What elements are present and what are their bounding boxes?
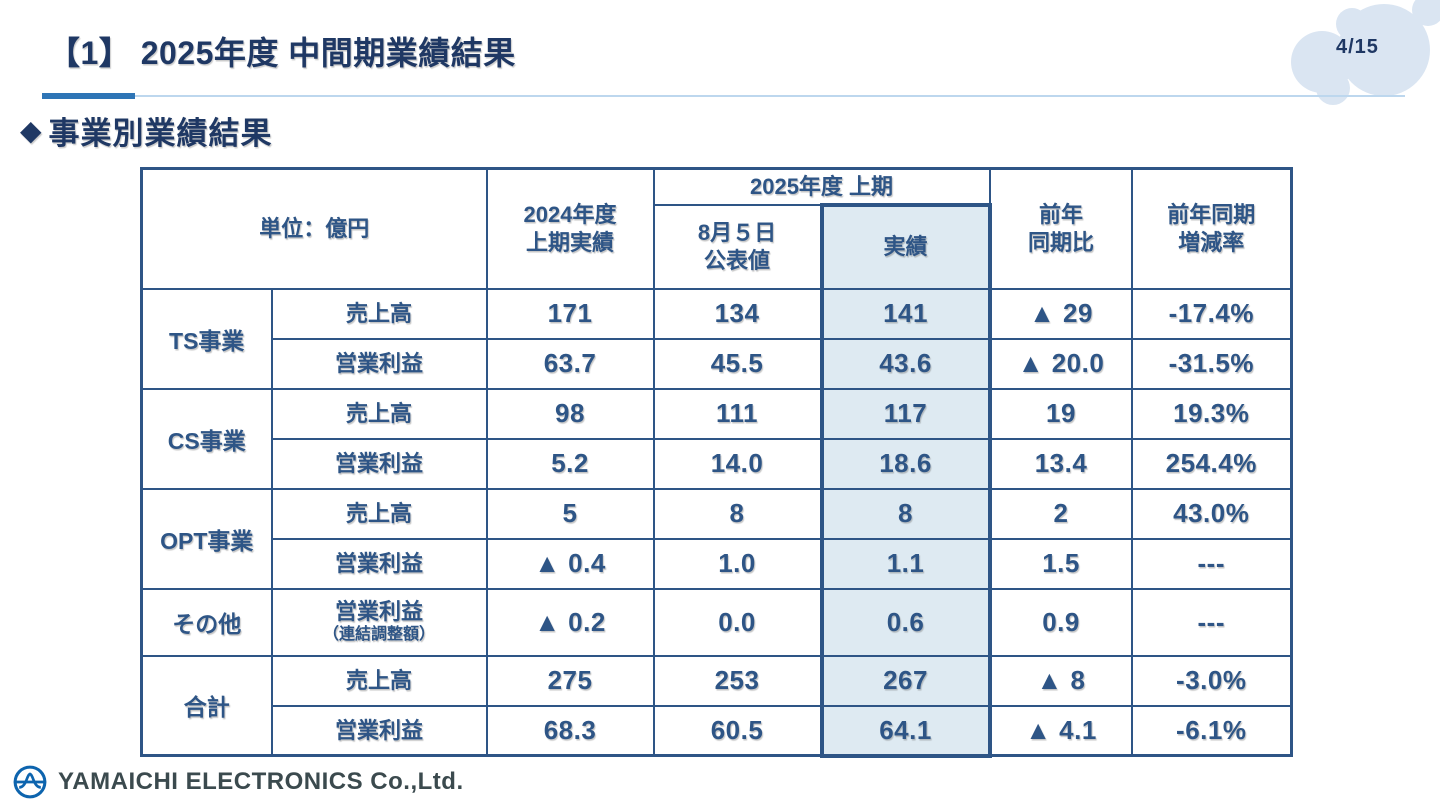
value-cell: 63.7	[485, 337, 655, 390]
value-cell: 2	[988, 487, 1133, 540]
value-cell: 68.3	[485, 704, 655, 757]
diamond-icon: ◆	[20, 115, 43, 146]
metric-label: 営業利益	[270, 537, 488, 590]
value-cell: ▲ 20.0	[988, 337, 1133, 390]
value-cell: ---	[1130, 587, 1293, 657]
value-cell: 19	[988, 387, 1133, 440]
value-cell: 253	[652, 654, 823, 707]
col-header-fy2024: 2024年度 上期実績	[485, 167, 655, 290]
value-cell: -31.5%	[1130, 337, 1293, 390]
value-cell: ▲ 4.1	[988, 704, 1133, 757]
value-cell: 13.4	[988, 437, 1133, 490]
value-cell: 171	[485, 287, 655, 340]
value-cell: 275	[485, 654, 655, 707]
col-header-announced-line1: 8月５日	[697, 220, 777, 245]
value-cell: 111	[652, 387, 823, 440]
col-header-yoy-rate: 前年同期 増減率	[1130, 167, 1293, 290]
company-logo-text: YAMAICHI ELECTRONICS Co.,Ltd.	[58, 768, 464, 795]
value-cell-actual: 141	[819, 287, 992, 340]
metric-label: 営業利益	[270, 437, 488, 490]
value-cell: 8	[652, 487, 823, 540]
metric-label: 営業利益	[270, 704, 488, 757]
value-cell: 5.2	[485, 437, 655, 490]
value-cell: ▲ 0.2	[485, 587, 655, 657]
col-header-yoy-diff: 前年 同期比	[988, 167, 1133, 290]
metric-label-main: 営業利益	[335, 599, 424, 625]
col-header-fy2025-group: 2025年度 上期	[652, 167, 991, 206]
segment-label-cs: CS事業	[140, 387, 273, 490]
value-cell: -17.4%	[1130, 287, 1293, 340]
metric-label: 営業利益	[270, 337, 488, 390]
value-cell: 19.3%	[1130, 387, 1293, 440]
value-cell-actual: 267	[819, 654, 992, 707]
segment-label-other: その他	[140, 587, 273, 657]
slide-title: 【1】 2025年度 中間期業績結果	[48, 35, 516, 71]
value-cell: 0.0	[652, 587, 823, 657]
value-cell: 98	[485, 387, 655, 440]
col-header-yoy-rate-line1: 前年同期	[1167, 202, 1256, 228]
metric-label: 売上高	[270, 287, 488, 340]
value-cell: 0.9	[988, 587, 1133, 657]
value-cell: ---	[1130, 537, 1293, 590]
value-cell: 60.5	[652, 704, 823, 757]
metric-label: 売上高	[270, 654, 488, 707]
col-header-yoy-diff-line2: 同期比	[1028, 229, 1095, 255]
value-cell-actual: 1.1	[819, 537, 992, 590]
value-cell: 45.5	[652, 337, 823, 390]
value-cell: ▲ 0.4	[485, 537, 655, 590]
col-header-fy2024-line1: 2024年度	[523, 202, 617, 228]
value-cell-actual: 117	[819, 387, 992, 440]
value-cell: 43.0%	[1130, 487, 1293, 540]
section-heading-label: 事業別業績結果	[48, 116, 273, 151]
col-header-fy2024-line2: 上期実績	[526, 229, 615, 255]
results-table: 単位：億円 2024年度 上期実績 2025年度 上期 前年 同期比 前年同期 …	[140, 167, 1294, 758]
value-cell: -6.1%	[1130, 704, 1293, 757]
underline-light-line	[42, 95, 1405, 97]
value-cell: 5	[485, 487, 655, 540]
value-cell: 1.5	[988, 537, 1133, 590]
title-underline	[42, 93, 1405, 99]
segment-label-opt: OPT事業	[140, 487, 273, 590]
corner-blob-decoration	[1291, 0, 1440, 105]
col-header-announced: 8月５日 公表値	[652, 203, 823, 290]
col-header-unit: 単位：億円	[140, 167, 488, 290]
metric-label-note: （連結調整額）	[323, 626, 436, 644]
segment-label-ts: TS事業	[140, 287, 273, 390]
value-cell-actual: 64.1	[819, 704, 992, 758]
value-cell-actual: 18.6	[819, 437, 992, 490]
metric-label: 営業利益 （連結調整額）	[270, 587, 488, 657]
col-header-actual: 実績	[819, 202, 992, 290]
value-cell: ▲ 8	[988, 654, 1133, 707]
value-cell: 134	[652, 287, 823, 340]
col-header-yoy-diff-line1: 前年	[1039, 202, 1084, 228]
metric-label: 売上高	[270, 487, 488, 540]
value-cell-actual: 43.6	[819, 337, 992, 390]
value-cell-actual: 0.6	[819, 587, 992, 657]
segment-label-total: 合計	[140, 654, 273, 757]
value-cell-actual: 8	[819, 487, 992, 540]
underline-accent	[42, 93, 135, 99]
page-number: 4/15	[1336, 36, 1379, 58]
value-cell: -3.0%	[1130, 654, 1293, 707]
col-header-yoy-rate-line2: 増減率	[1178, 229, 1245, 255]
value-cell: 1.0	[652, 537, 823, 590]
section-heading: ◆ 事業別業績結果	[20, 108, 273, 153]
col-header-announced-line2: 公表値	[704, 247, 771, 273]
value-cell: ▲ 29	[988, 287, 1133, 340]
footer: YAMAICHI ELECTRONICS Co.,Ltd.	[12, 764, 464, 800]
company-logo-icon	[13, 765, 47, 799]
value-cell: 254.4%	[1130, 437, 1293, 490]
metric-label: 売上高	[270, 387, 488, 440]
value-cell: 14.0	[652, 437, 823, 490]
